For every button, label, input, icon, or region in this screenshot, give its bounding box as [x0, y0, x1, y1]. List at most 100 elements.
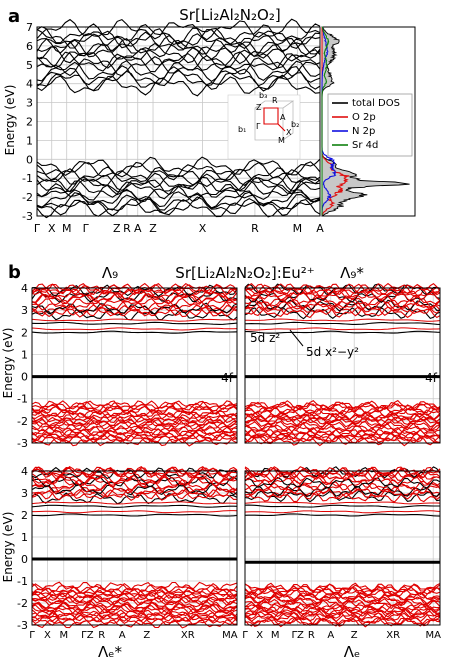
x-tick-label: MA [425, 630, 441, 641]
x-tick-label: ΓZ [81, 630, 94, 641]
valence-band [36, 179, 321, 200]
valence-band [36, 166, 321, 186]
valence-band [31, 587, 238, 598]
conduction-band [36, 54, 321, 77]
y-tick-label: 0 [21, 553, 28, 566]
axes-frame [31, 470, 238, 626]
x-tick-label: M [59, 630, 68, 641]
y-tick-label: -1 [17, 393, 28, 406]
valence-band [244, 420, 441, 431]
label-5d-z2: 5d z² [250, 331, 280, 345]
conduction-band [244, 485, 441, 498]
y-tick-label: 0 [26, 153, 33, 166]
valence-band [31, 400, 238, 410]
inset-label: b₃ [259, 91, 267, 100]
conduction-band [36, 37, 321, 60]
axes-frame [244, 287, 441, 444]
x-tick-label: XR [386, 630, 400, 641]
5d-band-red [244, 327, 441, 331]
conduction-band [244, 482, 441, 495]
y-tick-label: 3 [21, 487, 28, 500]
x-tick-label: R [123, 222, 131, 235]
x-tick-label: Z [113, 222, 121, 235]
conduction-band [31, 475, 238, 488]
panel-a-letter: a [8, 6, 20, 27]
valence-band [31, 436, 238, 447]
5d-band-red [32, 510, 238, 514]
y-tick-label: 4 [21, 465, 28, 478]
5d-band [31, 504, 238, 508]
5d-band [244, 513, 441, 517]
conduction-band [36, 69, 321, 92]
conduction-band [244, 283, 441, 296]
subplot-b-bottom-left: -3 -2 -1 0 1 2 3 4 Γ X M ΓZ R A Z XR MA [17, 465, 238, 641]
valence-band [36, 156, 321, 177]
5d-band [31, 321, 238, 325]
x-tick-label: M [271, 630, 280, 641]
5d-band-red [31, 327, 238, 331]
valence-band [244, 595, 441, 606]
y-tick-label: 6 [26, 40, 33, 53]
inset-label: X [286, 128, 292, 137]
x-tick-label: X [256, 630, 263, 641]
inset-label: R [272, 96, 278, 105]
y-tick-label: 5 [26, 59, 33, 72]
inset-label: b₂ [291, 120, 299, 129]
valence-band [31, 426, 238, 437]
conduction-band [31, 478, 238, 492]
inset-label: b₁ [238, 125, 246, 134]
panel-b-ylabel-top: Energy (eV) [1, 328, 15, 399]
y-tick-label: 3 [21, 304, 28, 317]
x-tick-label: XR [181, 630, 195, 641]
x-tick-label: X [44, 630, 51, 641]
conduction-band [31, 482, 238, 495]
conduction-band [244, 468, 441, 481]
x-tick-label: R [98, 630, 105, 641]
conduction-band [36, 42, 321, 65]
legend-label: N 2p [352, 126, 375, 137]
valence-band [36, 183, 321, 203]
label-4f-right: 4f [425, 371, 438, 385]
label-4f-left: 4f [221, 371, 234, 385]
conduction-band [31, 309, 238, 321]
conduction-band [31, 298, 238, 311]
legend-label: Sr 4d [352, 140, 378, 151]
valence-band [244, 583, 441, 594]
valence-band [31, 431, 238, 442]
y-tick-label: -3 [22, 210, 33, 223]
valence-band [244, 589, 441, 600]
x-tick-label: A [316, 222, 324, 235]
conduction-band [31, 466, 238, 480]
5d-band-red [31, 318, 238, 322]
panel-b-title: Sr[Li₂Al₂N₂O₂]:Eu²⁺ [175, 264, 314, 282]
conduction-band [36, 51, 321, 73]
y-tick-label: 1 [26, 134, 33, 147]
panel-b-ylabel-bottom: Energy (eV) [1, 512, 15, 583]
x-tick-label: Γ [29, 630, 35, 641]
annotation-arrow [289, 329, 304, 347]
conduction-band [244, 282, 441, 296]
valence-band [36, 196, 321, 217]
legend-label: total DOS [352, 98, 400, 109]
valence-band [31, 402, 238, 413]
conduction-band [244, 479, 441, 491]
5d-band-red [244, 510, 441, 514]
conduction-band [36, 74, 321, 97]
y-tick-label: -3 [17, 619, 28, 632]
y-tick-label: 2 [21, 509, 28, 522]
valence-band [244, 603, 441, 614]
5d-band [244, 330, 441, 334]
y-tick-label: -2 [17, 597, 28, 610]
x-tick-label: X [48, 222, 56, 235]
x-tick-label: R [308, 630, 315, 641]
conduction-band [244, 485, 441, 498]
valence-band [244, 432, 441, 443]
x-tick-label: Z [143, 630, 150, 641]
valence-band [244, 434, 441, 444]
y-tick-label: 3 [26, 97, 33, 110]
conduction-band [244, 470, 441, 482]
conduction-band [244, 304, 441, 317]
x-tick-label: ΓZ [291, 630, 304, 641]
valence-band [244, 607, 441, 618]
